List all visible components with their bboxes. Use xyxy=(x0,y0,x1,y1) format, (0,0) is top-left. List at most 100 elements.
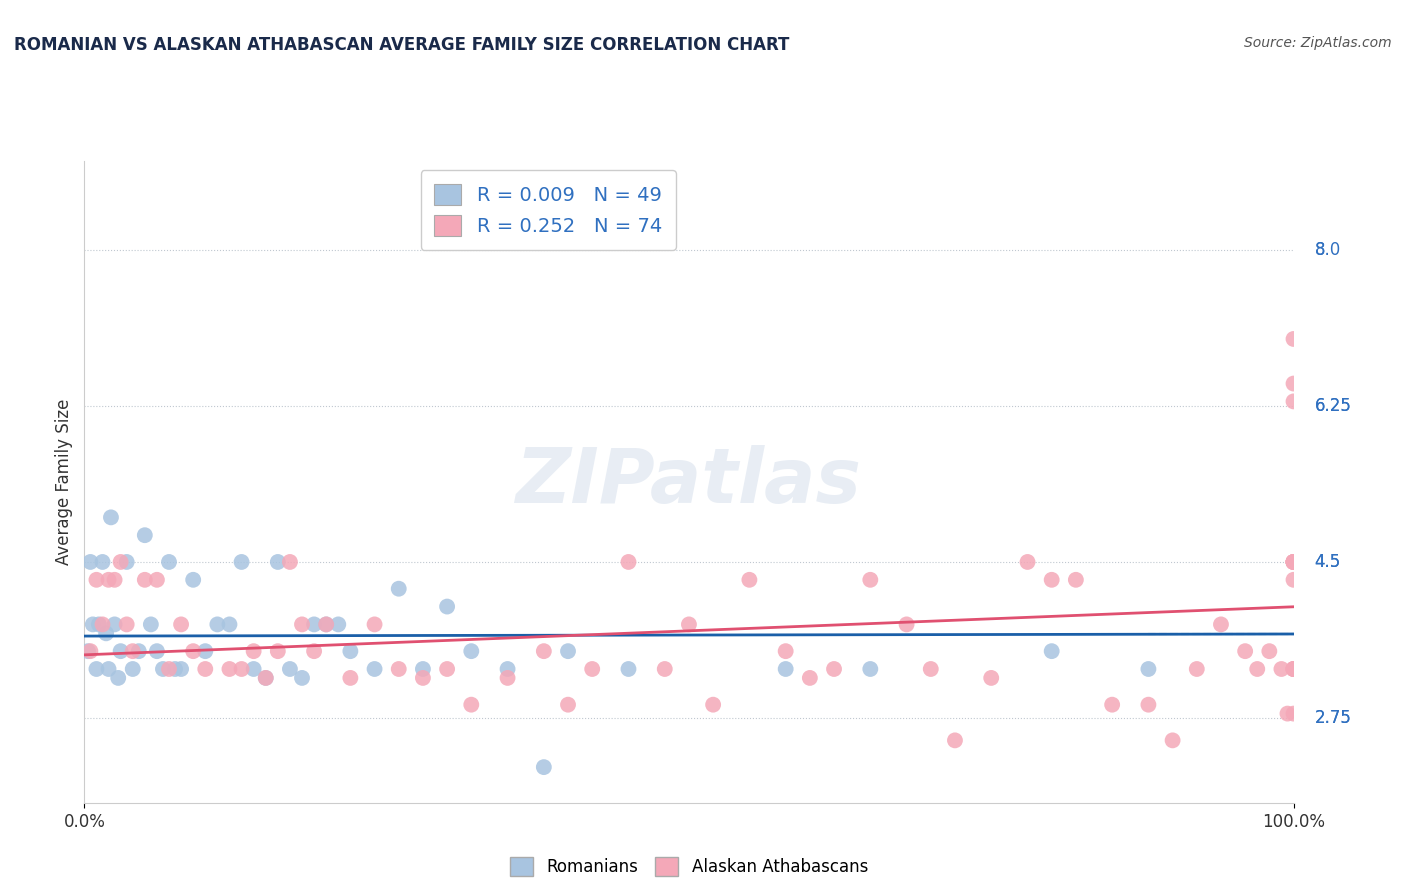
Point xyxy=(533,644,555,658)
Point xyxy=(157,555,180,569)
Point xyxy=(278,662,301,676)
Point xyxy=(231,555,253,569)
Text: 6.25: 6.25 xyxy=(1315,397,1351,415)
Point xyxy=(412,662,434,676)
Point xyxy=(799,671,821,685)
Point xyxy=(678,617,700,632)
Point xyxy=(496,662,519,676)
Point xyxy=(121,662,143,676)
Point xyxy=(1282,394,1305,409)
Point xyxy=(1017,555,1039,569)
Point xyxy=(181,644,204,658)
Text: 4.5: 4.5 xyxy=(1315,553,1341,571)
Legend: Romanians, Alaskan Athabascans: Romanians, Alaskan Athabascans xyxy=(502,849,876,884)
Point xyxy=(100,510,122,524)
Point xyxy=(104,617,127,632)
Point xyxy=(1040,644,1063,658)
Point xyxy=(194,644,217,658)
Point xyxy=(980,671,1002,685)
Point xyxy=(363,617,385,632)
Point xyxy=(302,617,325,632)
Point xyxy=(363,662,385,676)
Point xyxy=(121,644,143,658)
Point xyxy=(823,662,845,676)
Point xyxy=(859,662,882,676)
Point xyxy=(617,555,640,569)
Point xyxy=(146,573,169,587)
Point xyxy=(86,573,108,587)
Point xyxy=(1137,662,1160,676)
Text: 2.75: 2.75 xyxy=(1315,709,1351,727)
Point xyxy=(242,644,264,658)
Point xyxy=(194,662,217,676)
Point xyxy=(79,644,101,658)
Point xyxy=(1282,555,1305,569)
Point xyxy=(97,573,120,587)
Point xyxy=(110,555,132,569)
Point xyxy=(533,760,555,774)
Point xyxy=(302,644,325,658)
Point xyxy=(1277,706,1299,721)
Point xyxy=(1282,662,1305,676)
Point xyxy=(134,528,156,542)
Point xyxy=(1282,332,1305,346)
Point xyxy=(581,662,603,676)
Point xyxy=(231,662,253,676)
Point xyxy=(460,698,482,712)
Point xyxy=(339,671,361,685)
Point xyxy=(181,573,204,587)
Point xyxy=(1161,733,1184,747)
Point xyxy=(291,671,314,685)
Point xyxy=(1282,555,1305,569)
Text: ROMANIAN VS ALASKAN ATHABASCAN AVERAGE FAMILY SIZE CORRELATION CHART: ROMANIAN VS ALASKAN ATHABASCAN AVERAGE F… xyxy=(14,36,789,54)
Point xyxy=(170,662,193,676)
Point xyxy=(436,599,458,614)
Point xyxy=(77,644,100,658)
Point xyxy=(242,662,264,676)
Point xyxy=(1282,662,1305,676)
Point xyxy=(291,617,314,632)
Point xyxy=(157,662,180,676)
Point xyxy=(139,617,162,632)
Point xyxy=(1282,555,1305,569)
Point xyxy=(775,644,797,658)
Point xyxy=(557,698,579,712)
Point xyxy=(1040,573,1063,587)
Point xyxy=(165,662,187,676)
Point xyxy=(1282,662,1305,676)
Point xyxy=(1282,555,1305,569)
Text: Source: ZipAtlas.com: Source: ZipAtlas.com xyxy=(1244,36,1392,50)
Text: ZIPatlas: ZIPatlas xyxy=(516,445,862,518)
Text: 2.75: 2.75 xyxy=(1315,709,1351,727)
Point xyxy=(896,617,918,632)
Point xyxy=(1137,698,1160,712)
Point xyxy=(412,671,434,685)
Point xyxy=(254,671,277,685)
Point xyxy=(557,644,579,658)
Point xyxy=(1209,617,1232,632)
Point xyxy=(738,573,761,587)
Point xyxy=(328,617,350,632)
Point xyxy=(943,733,966,747)
Point xyxy=(460,644,482,658)
Point xyxy=(107,671,129,685)
Y-axis label: Average Family Size: Average Family Size xyxy=(55,399,73,565)
Point xyxy=(134,573,156,587)
Point xyxy=(1282,555,1305,569)
Point xyxy=(436,662,458,676)
Point xyxy=(82,617,104,632)
Point xyxy=(86,662,108,676)
Text: 8.0: 8.0 xyxy=(1315,241,1341,259)
Point xyxy=(254,671,277,685)
Point xyxy=(128,644,150,658)
Point xyxy=(617,662,640,676)
Point xyxy=(94,626,117,640)
Point xyxy=(152,662,174,676)
Point xyxy=(1258,644,1281,658)
Point xyxy=(218,617,240,632)
Point xyxy=(91,617,114,632)
Point xyxy=(278,555,301,569)
Text: 8: 8 xyxy=(1315,241,1324,259)
Text: 4.5: 4.5 xyxy=(1315,553,1341,571)
Point xyxy=(1246,662,1268,676)
